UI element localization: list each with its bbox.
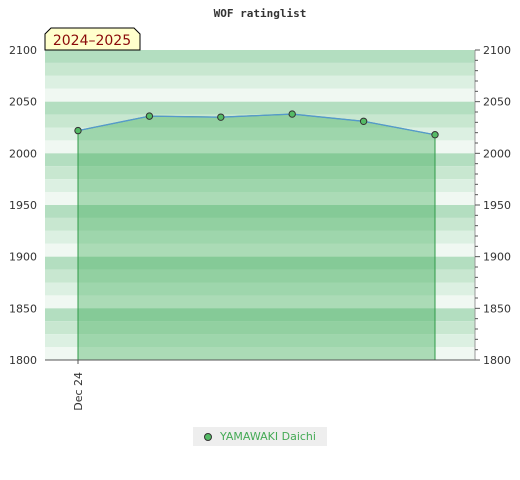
background-band [45,334,475,348]
series-area-fill [77,113,436,361]
y-tick-label-right: 2050 [483,96,511,109]
legend: YAMAWAKI Daichi [193,427,327,446]
background-band [45,256,475,270]
y-tick-label-right: 1900 [483,251,511,264]
background-band [45,282,475,296]
y-tick-label-left: 2050 [9,96,37,109]
data-point [145,112,154,120]
background-band [45,127,475,141]
y-tick-label-right: 2100 [483,44,511,57]
background-band [45,217,475,231]
data-point [74,126,82,135]
background-band [45,166,475,180]
background-band [45,321,475,335]
period-badge-label: 2024–2025 [53,33,131,49]
period-badge: 2024–2025 [44,27,141,51]
y-tick-label-left: 1950 [9,199,37,212]
y-tick-label-right: 1850 [483,302,511,315]
series-line [77,113,436,136]
background-band [45,50,475,63]
background-band [45,347,475,360]
period-badge-box [44,27,141,51]
legend-series-label: YAMAWAKI Daichi [220,430,316,443]
background-band [45,75,475,89]
series-markers [74,110,439,139]
background-band [45,192,475,205]
data-point [288,110,296,118]
y-tick-label-left: 2000 [9,147,37,160]
background-band [45,205,475,218]
background-band [45,243,475,257]
y-tick-label-left: 1900 [9,251,37,264]
legend-marker-icon [204,432,213,441]
y-tick-label-right: 2000 [483,147,511,160]
y-tick-label-right: 1950 [483,199,511,212]
chart-title: WOF ratinglist [214,7,307,20]
y-tick-label-right: 1800 [483,354,511,367]
background-band [45,230,475,244]
background-band [45,153,475,167]
data-point [431,131,439,139]
y-tick-label-left: 1800 [9,354,37,367]
background-band [45,140,475,154]
background-band [45,62,475,76]
background-band [45,295,475,309]
background-band [45,88,475,102]
background-band [45,101,475,115]
y-tick-label-left: 2100 [9,44,37,57]
y-tick-label-left: 1850 [9,302,37,315]
axes: 2100 2100 2050 2050 2000 2000 1950 1950 1900 1900… [9,44,511,411]
data-point [217,113,225,121]
x-tick-label: Dec 24 [72,372,85,411]
series-area [77,113,436,361]
data-point [359,117,368,126]
background-bands [45,50,475,360]
background-band [45,269,475,283]
background-band [45,308,475,322]
background-band [45,179,475,193]
